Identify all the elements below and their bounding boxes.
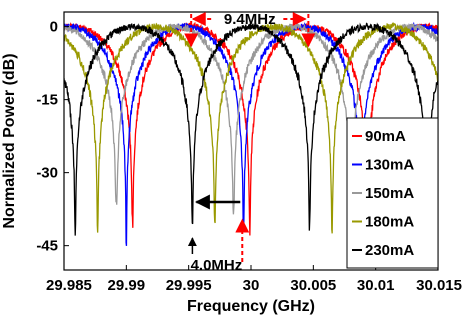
x-axis-label: Frequency (GHz) bbox=[187, 298, 315, 315]
y-tick-label: -45 bbox=[36, 238, 58, 255]
y-axis-label: Normalized Power (dB) bbox=[1, 53, 18, 228]
y-tick-label: -15 bbox=[36, 92, 58, 109]
legend-label-230ma: 230mA bbox=[365, 242, 414, 259]
legend-label-90ma: 90mA bbox=[365, 128, 406, 145]
x-tick-label: 30 bbox=[243, 277, 260, 294]
series-line-150ma bbox=[64, 22, 438, 215]
series-layer bbox=[64, 21, 438, 247]
y-tick-label: -30 bbox=[36, 165, 58, 182]
series-line-230ma bbox=[64, 22, 438, 236]
x-tick-label: 30.005 bbox=[290, 277, 336, 294]
series-line-130ma bbox=[64, 21, 438, 247]
shift-label: 4.0MHz bbox=[191, 257, 243, 274]
legend-label-180ma: 180mA bbox=[365, 214, 414, 231]
y-ticks: 0 -15 -30 -45 bbox=[36, 19, 69, 255]
legend-label-150ma: 150mA bbox=[365, 185, 414, 202]
x-ticks: 29.985 29.99 29.995 30 30.005 30.01 30.015 bbox=[46, 265, 462, 294]
y-tick-label: 0 bbox=[50, 19, 58, 36]
series-line-90ma bbox=[64, 21, 438, 236]
legend-box bbox=[346, 117, 439, 269]
x-tick-label: 30.015 bbox=[416, 277, 462, 294]
annotations: 9.4MHz 4.0MHz bbox=[184, 11, 316, 274]
fsr-label: 9.4MHz bbox=[224, 11, 276, 28]
x-tick-label: 30.01 bbox=[357, 277, 395, 294]
x-tick-label: 29.985 bbox=[46, 277, 92, 294]
legend: 90mA 130mA 150mA 180mA 230mA bbox=[346, 117, 439, 269]
series-line-180ma bbox=[64, 22, 438, 234]
x-tick-label: 29.99 bbox=[108, 277, 146, 294]
legend-label-130ma: 130mA bbox=[365, 157, 414, 174]
x-tick-label: 29.995 bbox=[166, 277, 212, 294]
